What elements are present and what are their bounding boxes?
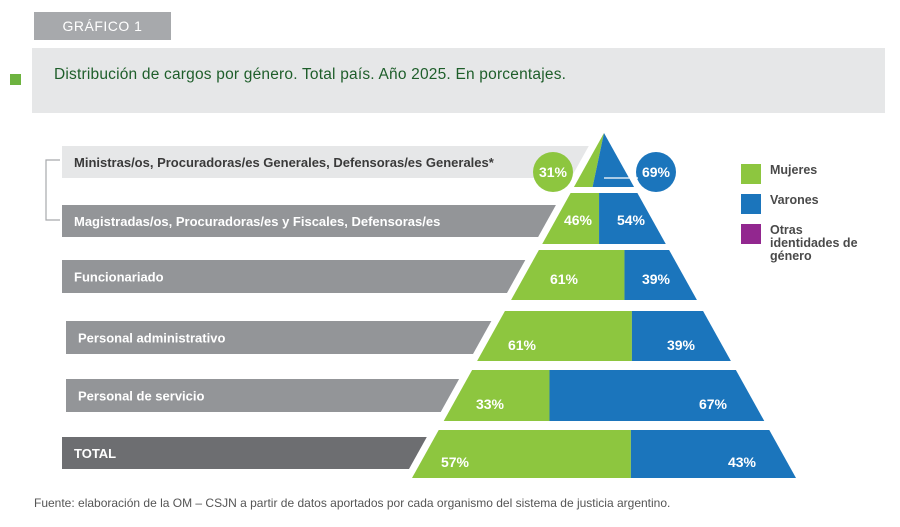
category-banner [62, 146, 589, 178]
legend-swatch-mujeres [741, 164, 761, 184]
category-label: Ministras/os, Procuradoras/es Generales,… [74, 155, 495, 170]
category-banner [62, 437, 427, 469]
legend-swatch-otras [741, 224, 761, 244]
bar-varones [630, 430, 796, 478]
value-label-mujeres: 33% [476, 396, 505, 412]
chart-title: Distribución de cargos por género. Total… [54, 66, 567, 83]
value-label-varones: 69% [642, 164, 671, 180]
title-bullet-icon [10, 74, 21, 85]
bar-varones [592, 133, 635, 187]
bar-mujeres [542, 193, 600, 244]
value-label-varones: 43% [728, 454, 757, 470]
category-label: Magistradas/os, Procuradoras/es y Fiscal… [74, 214, 440, 229]
category-banner [66, 379, 460, 412]
bar-varones [549, 370, 765, 421]
legend-label-varones: Varones [770, 193, 819, 207]
value-label-mujeres: 61% [508, 337, 537, 353]
value-label-varones: 39% [667, 337, 696, 353]
bar-mujeres [477, 311, 632, 361]
bar-varones [599, 193, 666, 244]
bar-mujeres [412, 430, 631, 478]
bar-mujeres [573, 133, 604, 187]
value-label-varones: 54% [617, 212, 646, 228]
category-banner [66, 321, 492, 354]
legend-item-otras: Otras identidades de género [741, 224, 860, 263]
bar-mujeres [511, 250, 625, 300]
bar-varones [624, 250, 697, 300]
category-label: Personal administrativo [78, 331, 225, 346]
value-label-mujeres: 61% [550, 271, 579, 287]
source-note: Fuente: elaboración de la OM – CSJN a pa… [34, 496, 671, 510]
value-label-varones: 67% [699, 396, 728, 412]
value-label-varones: 39% [642, 271, 671, 287]
value-label-mujeres: 57% [441, 454, 470, 470]
title-bar [32, 48, 885, 113]
legend-item-varones: Varones [741, 194, 860, 214]
legend-label-mujeres: Mujeres [770, 163, 818, 177]
category-label: Personal de servicio [78, 389, 205, 404]
legend-swatch-varones [741, 194, 761, 214]
bubble-varones [636, 152, 676, 192]
legend-label-otras: Otras identidades de género [770, 223, 858, 263]
bar-varones [631, 311, 731, 361]
chart-number-badge: GRÁFICO 1 [34, 12, 171, 40]
value-label-mujeres: 46% [564, 212, 593, 228]
category-label: TOTAL [74, 446, 116, 461]
category-label: Funcionariado [74, 270, 164, 285]
bar-mujeres [443, 370, 550, 421]
legend-item-mujeres: Mujeres [741, 164, 860, 184]
category-banner [62, 260, 526, 293]
bubble-mujeres [533, 152, 573, 192]
category-bracket [45, 159, 60, 221]
category-banner [62, 205, 556, 237]
value-label-mujeres: 31% [539, 164, 568, 180]
